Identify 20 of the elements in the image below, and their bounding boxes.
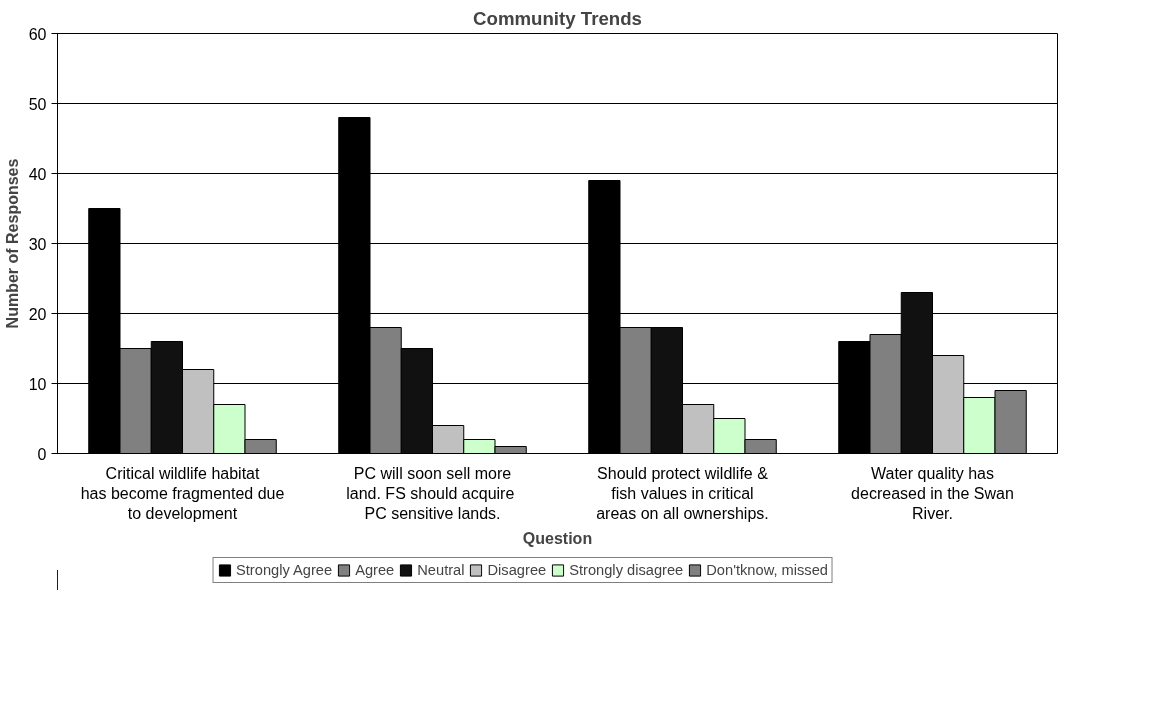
legend-label: Strongly disagree: [569, 562, 684, 578]
legend-label: Don'tknow, missed: [706, 562, 828, 578]
y-tick-label: 40: [28, 165, 47, 183]
legend-label: Agree: [355, 562, 395, 578]
y-axis-title: Number of Responses: [3, 158, 21, 329]
y-tick-label: 30: [28, 235, 47, 253]
x-axis-title: Question: [522, 530, 593, 548]
x-tick-label: PC will soon sell more land. FS should acquire PC sensitive lands.: [346, 464, 515, 523]
x-tick-label: Critical wildlife habitat has become fragmented due to development: [80, 464, 285, 523]
y-tick-label: 20: [28, 305, 47, 323]
x-tick-label: Should protect wildlife & fish values in critical areas on all ownerships.: [596, 464, 769, 523]
legend-label: Disagree: [487, 562, 547, 578]
y-tick-label: 10: [28, 375, 47, 393]
y-tick-label: 0: [37, 445, 47, 463]
legend-label: Strongly Agree: [236, 562, 333, 578]
x-tick-label: Water quality has decreased in the Swan River.: [851, 464, 1014, 523]
y-tick-label: 50: [28, 95, 47, 113]
legend-label: Neutral: [417, 562, 465, 578]
y-tick-label: 60: [28, 25, 47, 43]
chart-title: Community Trends: [473, 7, 642, 29]
